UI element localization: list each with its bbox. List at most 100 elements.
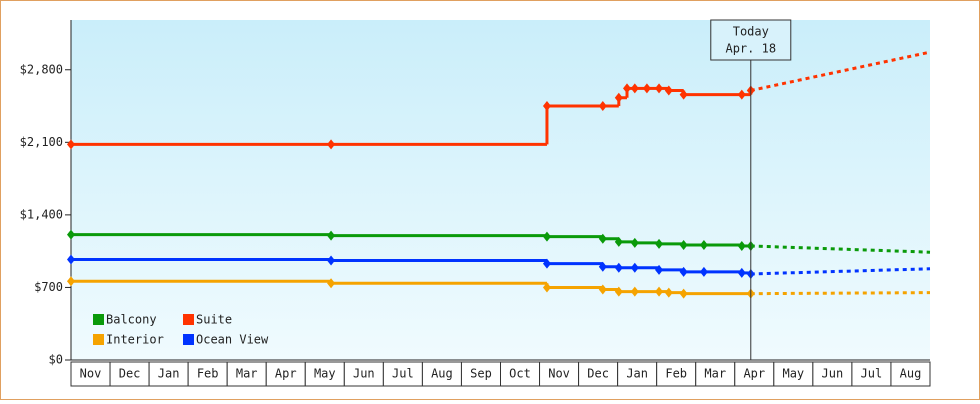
x-tick-label: Sep xyxy=(470,367,492,381)
month-cell xyxy=(343,361,384,387)
month-cell xyxy=(812,361,853,387)
forecast-line xyxy=(750,244,931,254)
x-tick-label: Feb xyxy=(197,367,219,381)
legend-label: Ocean View xyxy=(196,333,269,347)
price-point xyxy=(614,286,623,297)
price-point xyxy=(664,85,673,96)
month-cell xyxy=(773,361,814,387)
price-point xyxy=(542,258,551,269)
price-point xyxy=(737,89,746,100)
x-tick-label: Jul xyxy=(861,367,883,381)
price-point xyxy=(679,89,688,100)
month-cell xyxy=(187,361,228,387)
price-point xyxy=(598,284,607,295)
x-tick-label: May xyxy=(314,367,336,381)
price-point xyxy=(664,287,673,298)
month-cell xyxy=(851,361,892,387)
month-cell xyxy=(617,361,658,387)
x-tick-label: Aug xyxy=(431,367,453,381)
price-point xyxy=(542,282,551,293)
forecast-line xyxy=(750,50,931,92)
month-cell xyxy=(70,361,111,387)
today-label: Today xyxy=(733,25,769,39)
price-point xyxy=(598,233,607,244)
y-tick-label: $0 xyxy=(49,353,63,367)
x-tick-label: Mar xyxy=(236,367,258,381)
plot-area xyxy=(71,20,930,360)
x-tick-label: Apr xyxy=(275,367,297,381)
price-point xyxy=(542,231,551,242)
y-tick-label: $1,400 xyxy=(20,207,63,221)
x-tick-label: Jan xyxy=(158,367,180,381)
price-point xyxy=(542,101,551,112)
month-cell xyxy=(734,361,775,387)
price-point xyxy=(327,139,336,150)
today-box xyxy=(710,19,792,61)
x-tick-label: Feb xyxy=(665,367,687,381)
x-tick-label: Apr xyxy=(743,367,765,381)
month-cell xyxy=(109,361,150,387)
price-point xyxy=(642,83,651,94)
month-cell xyxy=(890,361,931,387)
price-point xyxy=(623,83,632,94)
price-point xyxy=(630,83,639,94)
price-point xyxy=(737,267,746,278)
price-point xyxy=(699,239,708,250)
price-point xyxy=(679,288,688,299)
y-tick-label: $2,800 xyxy=(20,62,63,76)
month-cell xyxy=(226,361,267,387)
x-tick-label: Jun xyxy=(822,367,844,381)
price-point xyxy=(67,276,75,287)
x-tick-label: Dec xyxy=(119,367,141,381)
month-cell xyxy=(500,361,541,387)
legend-swatch xyxy=(93,314,104,325)
price-point xyxy=(699,266,708,277)
month-cell xyxy=(539,361,580,387)
legend-swatch xyxy=(93,334,104,345)
price-point xyxy=(67,254,75,265)
forecast-line xyxy=(750,291,931,296)
price-point xyxy=(737,240,746,251)
y-tick-label: $2,100 xyxy=(20,135,63,149)
month-cell xyxy=(656,361,697,387)
x-tick-label: Nov xyxy=(548,367,570,381)
price-point xyxy=(630,286,639,297)
price-point xyxy=(655,238,664,249)
price-point xyxy=(679,239,688,250)
price-point xyxy=(630,237,639,248)
price-point xyxy=(655,83,664,94)
y-tick-label: $700 xyxy=(34,280,63,294)
x-tick-label: Aug xyxy=(900,367,922,381)
price-point xyxy=(655,286,664,297)
legend-swatch xyxy=(183,314,194,325)
x-tick-label: Oct xyxy=(509,367,531,381)
price-point xyxy=(614,92,623,103)
price-point xyxy=(679,266,688,277)
legend-label: Balcony xyxy=(106,313,157,327)
price-point xyxy=(614,236,623,247)
price-point xyxy=(655,264,664,275)
today-date: Apr. 18 xyxy=(725,42,776,56)
x-tick-label: Jul xyxy=(392,367,414,381)
price-point xyxy=(327,230,336,241)
price-point xyxy=(67,139,75,150)
x-tick-label: Jan xyxy=(626,367,648,381)
price-point xyxy=(598,261,607,272)
legend-swatch xyxy=(183,334,194,345)
x-tick-label: May xyxy=(782,367,804,381)
month-cell xyxy=(148,361,189,387)
x-tick-label: Dec xyxy=(587,367,609,381)
price-point xyxy=(630,262,639,273)
legend-label: Interior xyxy=(106,333,164,347)
price-point xyxy=(327,278,336,289)
x-tick-label: Jun xyxy=(353,367,375,381)
price-point xyxy=(67,229,75,240)
price-point xyxy=(327,255,336,266)
forecast-line xyxy=(750,267,931,276)
price-point xyxy=(598,101,607,112)
x-tick-label: Nov xyxy=(80,367,102,381)
x-tick-label: Mar xyxy=(704,367,726,381)
month-cell xyxy=(421,361,462,387)
price-point xyxy=(614,262,623,273)
